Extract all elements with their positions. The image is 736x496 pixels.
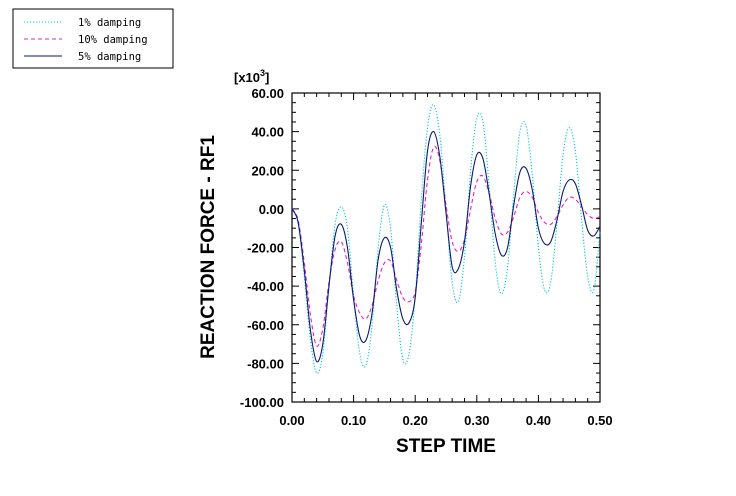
x-tick-label: 0.50 (587, 413, 612, 428)
y-tick-label: 60.00 (251, 86, 284, 101)
y-tick-label: -40.00 (247, 279, 284, 294)
x-tick-label: 0.20 (403, 413, 428, 428)
series-layer (291, 104, 601, 374)
series-line-1 (291, 104, 601, 374)
legend: 1% damping 10% damping 5% damping (12, 8, 174, 69)
legend-label-3: 5% damping (78, 51, 141, 63)
x-tick-label: 0.00 (279, 413, 304, 428)
series-line-3 (291, 131, 601, 363)
y-tick-label: -60.00 (247, 318, 284, 333)
y-axis: -100.00 -80.00 -60.00 -40.00 -20.00 0.00 20.00… (240, 86, 600, 410)
y-tick-label: 40.00 (251, 125, 284, 140)
y-tick-label: 20.00 (251, 163, 284, 178)
x-tick-label: 0.30 (464, 413, 489, 428)
y-tick-label: -100.00 (240, 395, 284, 410)
x-tick-label: 0.10 (341, 413, 366, 428)
y-multiplier: [x103] (234, 68, 269, 85)
x-tick-label: 0.40 (526, 413, 551, 428)
legend-label-1: 1% damping (78, 17, 141, 29)
plot-frame (291, 92, 601, 403)
x-axis: 0.00 0.10 0.20 0.30 0.40 0.50 (279, 93, 613, 428)
x-axis-title: STEP TIME (396, 436, 496, 457)
y-tick-label: 0.00 (259, 202, 284, 217)
y-axis-title: REACTION FORCE - RF1 (198, 135, 219, 359)
y-tick-label: -20.00 (247, 241, 284, 256)
legend-label-2: 10% damping (78, 34, 148, 46)
y-tick-label: -80.00 (247, 356, 284, 371)
